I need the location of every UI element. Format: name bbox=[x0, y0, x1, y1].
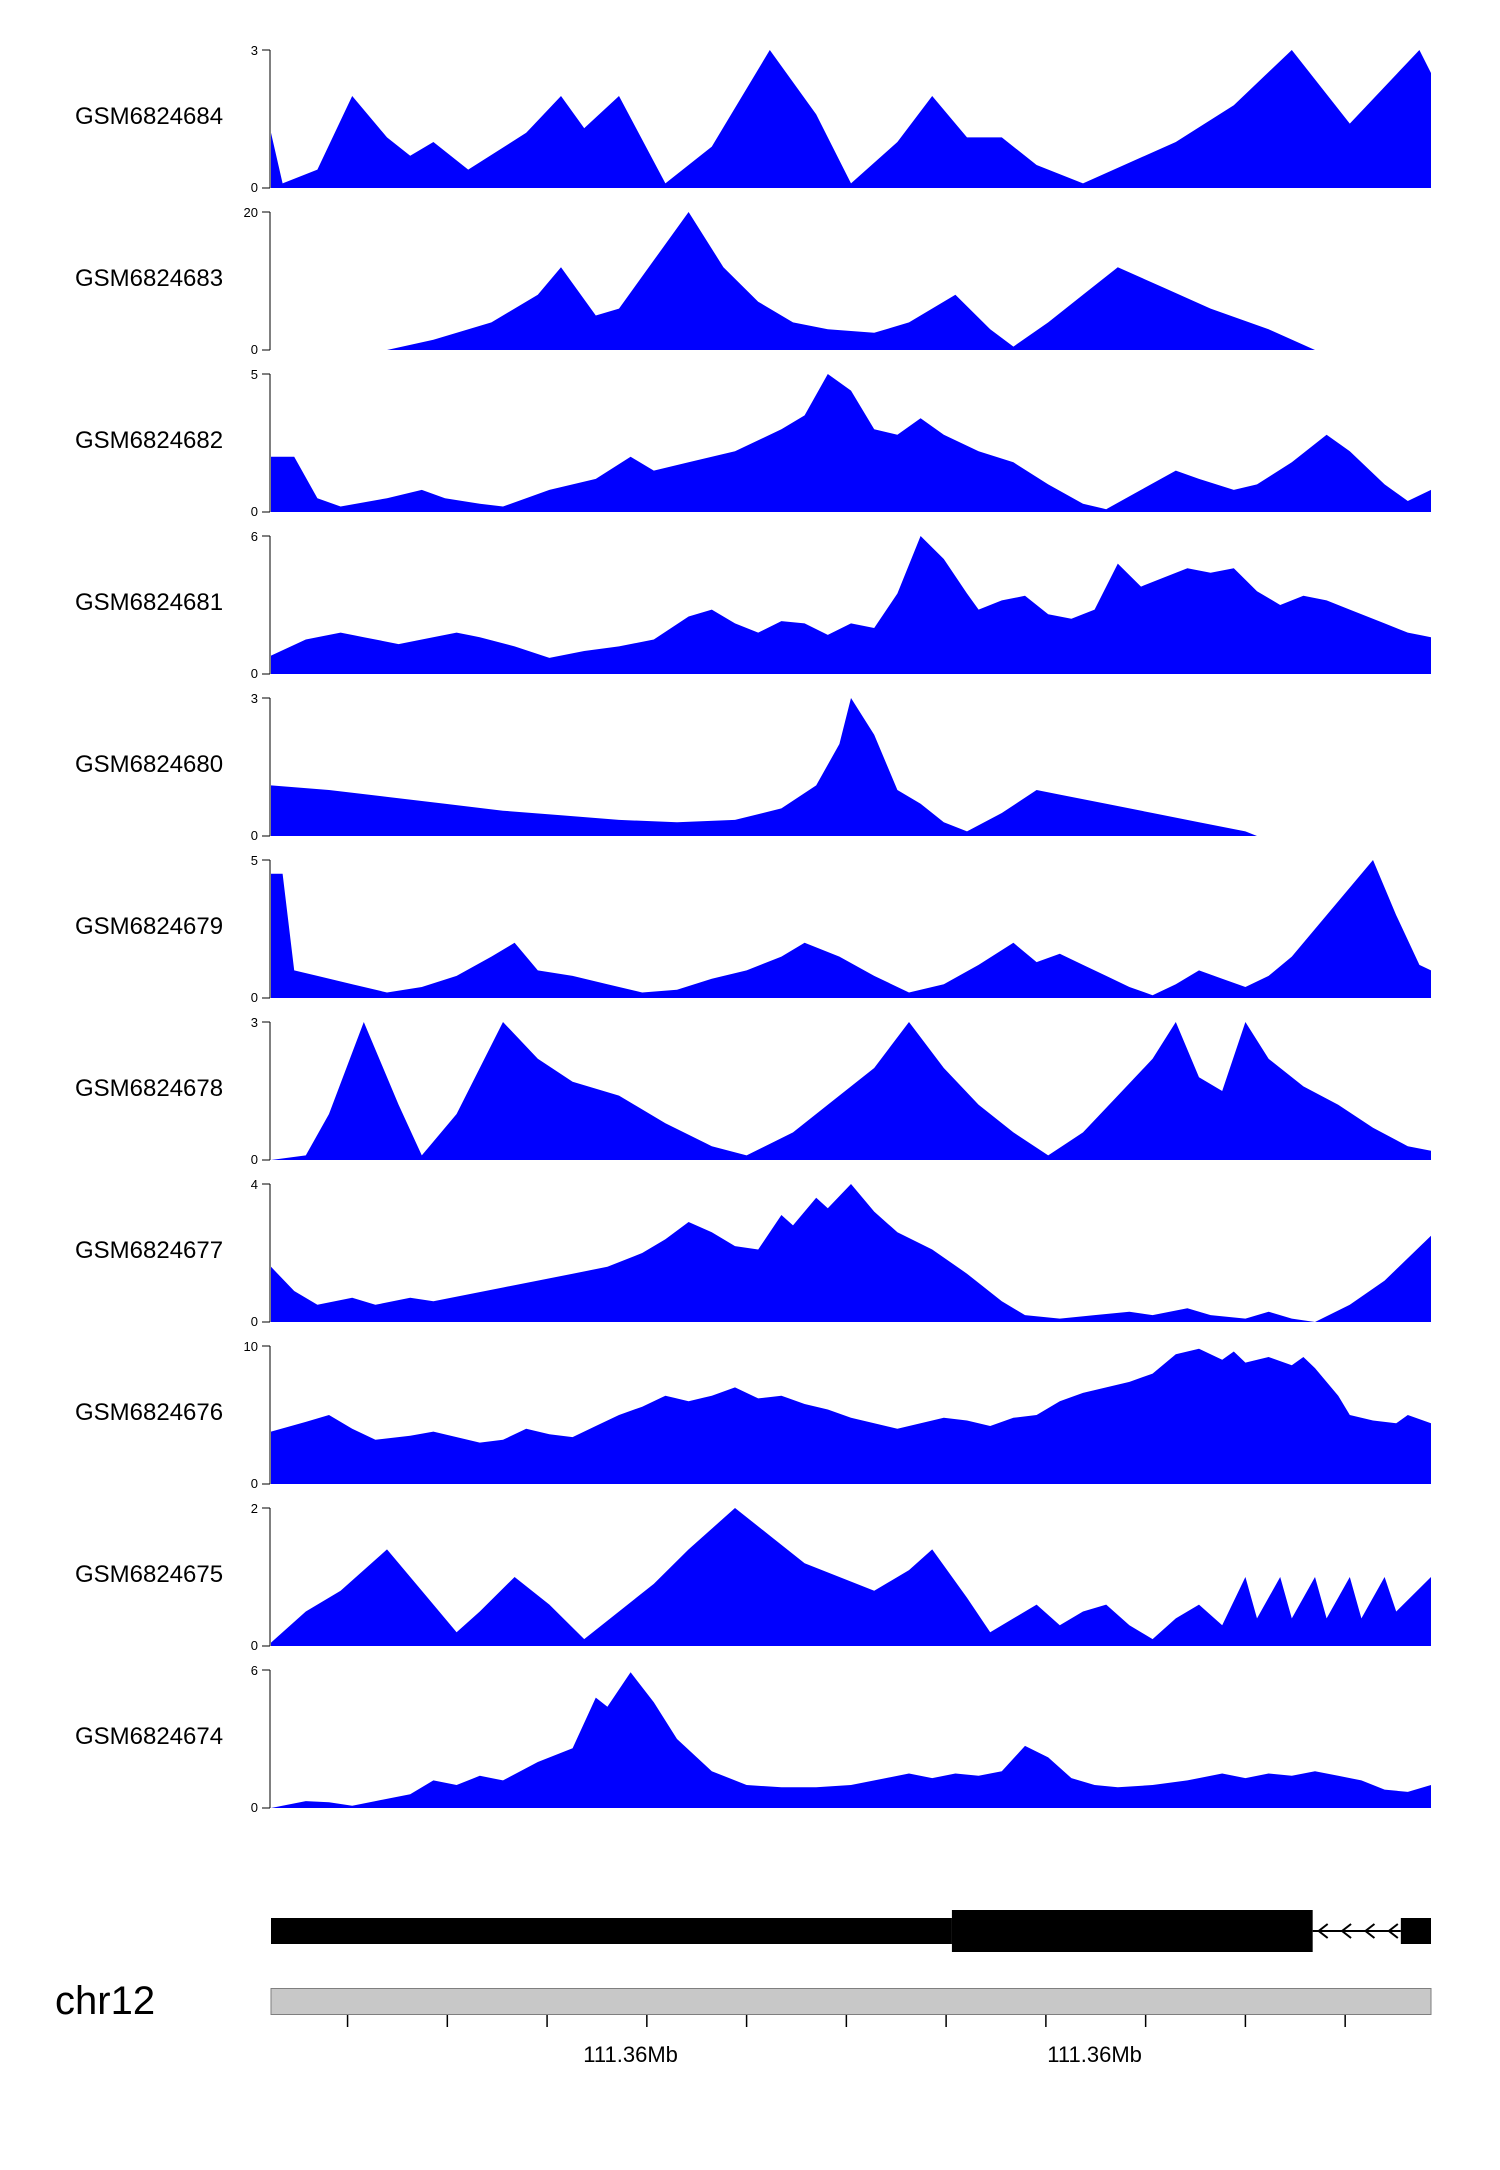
chromosome-axis: 111.36Mb 111.36Mb bbox=[270, 1988, 1432, 2067]
track-label: GSM6824684 bbox=[75, 103, 224, 130]
coverage-area bbox=[271, 536, 1431, 674]
track-label: GSM6824682 bbox=[75, 427, 224, 454]
y-axis-zero-label: 0 bbox=[251, 666, 258, 678]
coverage-area-chart: 50 bbox=[251, 367, 1431, 516]
track-row: GSM6824679 5 0 bbox=[0, 852, 1500, 1002]
y-axis-max-label: 6 bbox=[251, 1663, 258, 1678]
track-label: GSM6824680 bbox=[75, 751, 224, 778]
y-axis-zero-label: 0 bbox=[251, 180, 258, 192]
track-row: GSM6824674 6 0 bbox=[0, 1662, 1500, 1812]
track-label: GSM6824681 bbox=[75, 589, 224, 616]
gene-model-row bbox=[0, 1907, 1500, 1955]
axis-tick-label: 111.36Mb bbox=[1047, 2042, 1142, 2067]
track-row: GSM6824681 6 0 bbox=[0, 528, 1500, 678]
coverage-area bbox=[271, 212, 1431, 350]
coverage-area-chart: 30 bbox=[251, 691, 1431, 840]
coverage-tracks: GSM6824684 3 0 GSM6824683 20 0 GSM6824682 5 0 GSM… bbox=[0, 42, 1500, 1812]
y-axis-max-label: 5 bbox=[251, 367, 258, 382]
gene-model bbox=[271, 1910, 1431, 1952]
track-row: GSM6824682 5 0 bbox=[0, 366, 1500, 516]
coverage-area bbox=[271, 1348, 1431, 1484]
track-row: GSM6824680 3 0 bbox=[0, 690, 1500, 840]
coverage-area-chart: 60 bbox=[251, 529, 1431, 678]
y-axis-max-label: 3 bbox=[251, 1015, 258, 1030]
chromosome-ideogram-bar bbox=[270, 1988, 1432, 2015]
track-label: GSM6824676 bbox=[75, 1399, 224, 1426]
track-row: GSM6824683 20 0 bbox=[0, 204, 1500, 354]
track-label: GSM6824679 bbox=[75, 913, 224, 940]
track-label: GSM6824677 bbox=[75, 1237, 224, 1264]
chromosome-row: chr12 111.36Mb 111.36Mb bbox=[0, 1979, 1500, 2098]
y-axis-zero-label: 0 bbox=[251, 1314, 258, 1326]
coverage-area-chart: 20 bbox=[251, 1501, 1431, 1650]
coverage-area bbox=[271, 1508, 1431, 1646]
track-row: GSM6824676 10 0 bbox=[0, 1338, 1500, 1488]
coverage-area-chart: 30 bbox=[251, 43, 1431, 192]
gene-strand-arrow bbox=[1387, 1923, 1399, 1939]
gene-strand-arrow bbox=[1340, 1923, 1352, 1939]
y-axis-zero-label: 0 bbox=[251, 828, 258, 840]
y-axis-max-label: 3 bbox=[251, 691, 258, 706]
gene-strand-arrow bbox=[1317, 1923, 1329, 1939]
coverage-area-chart: 40 bbox=[251, 1177, 1431, 1326]
track-row: GSM6824684 3 0 bbox=[0, 42, 1500, 192]
track-label: GSM6824678 bbox=[75, 1075, 224, 1102]
coverage-area bbox=[271, 860, 1431, 998]
y-axis-max-label: 10 bbox=[244, 1339, 258, 1354]
y-axis-zero-label: 0 bbox=[251, 1800, 258, 1812]
y-axis-max-label: 2 bbox=[251, 1501, 258, 1516]
y-axis-max-label: 6 bbox=[251, 529, 258, 544]
gene-strand-arrow bbox=[1363, 1923, 1376, 1939]
y-axis-zero-label: 0 bbox=[251, 1152, 258, 1164]
y-axis-max-label: 4 bbox=[251, 1177, 258, 1192]
gene-exon-thin bbox=[271, 1918, 952, 1944]
track-row: GSM6824675 2 0 bbox=[0, 1500, 1500, 1650]
coverage-area-chart: 60 bbox=[251, 1663, 1431, 1812]
coverage-area bbox=[271, 1184, 1431, 1322]
track-row: GSM6824677 4 0 bbox=[0, 1176, 1500, 1326]
axis-tick-label: 111.36Mb bbox=[583, 2042, 678, 2067]
y-axis-zero-label: 0 bbox=[251, 342, 258, 354]
coverage-area-chart: 20 0 bbox=[244, 205, 1431, 354]
coverage-area-chart: 50 bbox=[251, 853, 1431, 1002]
y-axis-zero-label: 0 bbox=[251, 1476, 258, 1488]
track-row: GSM6824678 3 0 bbox=[0, 1014, 1500, 1164]
coverage-area bbox=[271, 50, 1431, 188]
track-label: GSM6824675 bbox=[75, 1561, 224, 1588]
track-label: GSM6824674 bbox=[75, 1723, 224, 1750]
y-axis-zero-label: 0 bbox=[251, 504, 258, 516]
y-axis-max-label: 3 bbox=[251, 43, 258, 58]
gene-exon-thin bbox=[1400, 1918, 1431, 1944]
track-label: GSM6824683 bbox=[75, 265, 224, 292]
y-axis-max-label: 5 bbox=[251, 853, 258, 868]
chromosome-label: chr12 bbox=[55, 1979, 156, 2023]
coverage-area bbox=[271, 698, 1431, 836]
y-axis-zero-label: 0 bbox=[251, 1638, 258, 1650]
gene-exon-thick bbox=[951, 1910, 1313, 1952]
coverage-area bbox=[271, 374, 1431, 512]
coverage-area bbox=[271, 1672, 1431, 1808]
coverage-area-chart: 30 bbox=[251, 1015, 1431, 1164]
coverage-area bbox=[271, 1022, 1431, 1160]
coverage-area-chart: 10 0 bbox=[244, 1339, 1431, 1488]
y-axis-max-label: 20 bbox=[244, 205, 258, 220]
y-axis-zero-label: 0 bbox=[251, 990, 258, 1002]
